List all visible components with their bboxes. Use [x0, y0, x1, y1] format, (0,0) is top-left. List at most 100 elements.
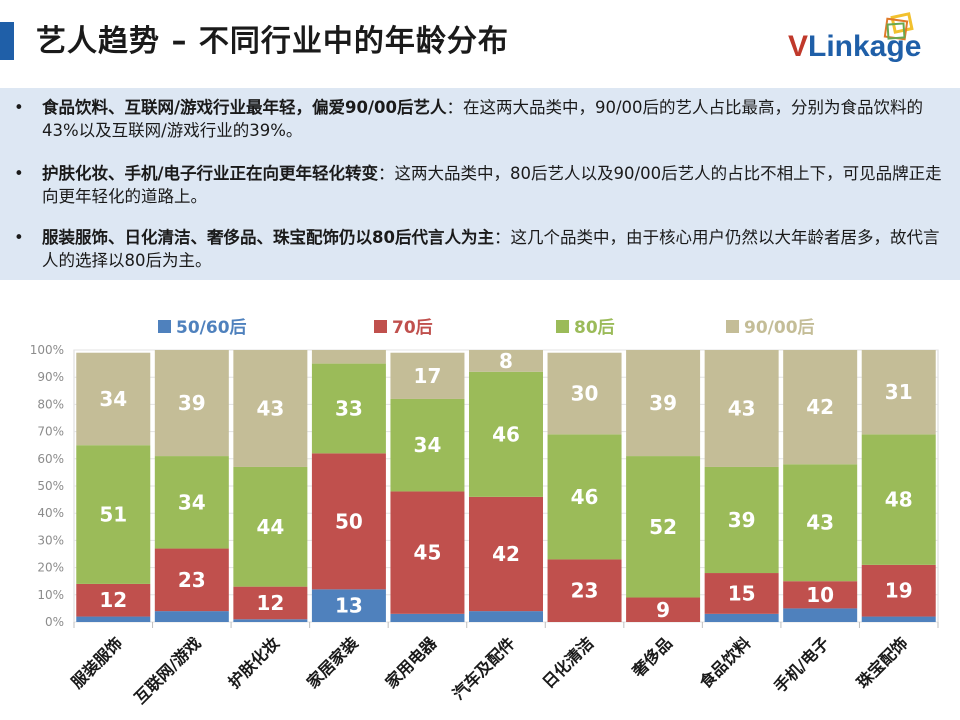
bar-segment	[154, 611, 229, 622]
y-tick-label: 20%	[37, 561, 64, 575]
data-label: 42	[492, 542, 520, 566]
bar-segment	[783, 350, 858, 465]
bar-segment	[469, 611, 543, 622]
data-label: 50	[335, 509, 363, 533]
bar-segment	[547, 559, 622, 622]
legend-label: 90/00后	[744, 318, 815, 338]
data-label: 44	[256, 515, 284, 539]
data-label: 39	[649, 391, 677, 415]
bar-segment	[154, 350, 229, 457]
bar-segment	[704, 350, 779, 467]
bar-segment	[311, 363, 386, 454]
bar-segment	[626, 597, 701, 622]
bullet-marker: •	[14, 164, 24, 183]
x-tick-label: 食品饮料	[695, 633, 754, 692]
bar-segment	[704, 466, 779, 574]
logo-text: VLinkage	[788, 30, 922, 63]
data-label: 34	[414, 433, 442, 457]
data-label: 17	[414, 364, 442, 388]
bullet-body: ：这几个品类中，由于核心用户仍然以大年龄者居多，故代言人的选择以80后为主。	[42, 228, 940, 270]
legend-swatch	[374, 320, 387, 333]
bar-segment	[390, 613, 465, 622]
data-label: 46	[571, 485, 599, 509]
bar-segment	[861, 434, 936, 565]
x-tick-label: 奢侈品	[628, 633, 676, 681]
data-label: 23	[178, 568, 206, 592]
data-label: 31	[885, 380, 913, 404]
x-tick-label: 互联网/游戏	[130, 633, 204, 707]
data-label: 12	[99, 588, 127, 612]
bar-segment	[76, 352, 151, 446]
bullet-body: ：在这两大品类中，90/00后的艺人占比最高，分别为食品饮料的43%以及互联网/…	[42, 98, 924, 140]
bar-segment	[233, 586, 308, 620]
bar-segment	[547, 434, 622, 560]
x-tick-label: 汽车及配件	[449, 633, 519, 703]
bar-segment	[547, 352, 622, 435]
x-tick-label: 护肤化妆	[224, 633, 283, 692]
x-tick-label: 家居家装	[303, 633, 362, 692]
y-tick-label: 50%	[37, 479, 64, 493]
bar-segment	[76, 616, 151, 622]
bar-segment	[626, 456, 701, 598]
title-accent-bar	[0, 22, 14, 60]
bar-segment	[783, 608, 858, 622]
x-tick-label: 珠宝配饰	[853, 633, 912, 692]
legend-label: 80后	[574, 318, 615, 338]
data-label: 43	[806, 511, 834, 535]
data-label: 8	[499, 349, 513, 373]
bar-segment	[76, 445, 151, 584]
bar-segment	[390, 491, 465, 614]
data-label: 19	[885, 579, 913, 603]
bar-segment	[469, 496, 543, 612]
data-label: 43	[256, 396, 284, 420]
bar-segment	[704, 613, 779, 622]
bar-segment	[154, 548, 229, 612]
data-label: 42	[806, 395, 834, 419]
y-tick-label: 100%	[30, 343, 64, 357]
bullet-heading: 食品饮料、互联网/游戏行业最年轻，偏爱90/00后艺人	[42, 98, 447, 117]
bullet-heading: 护肤化妆、手机/电子行业正在向更年轻化转变	[42, 164, 379, 183]
bullet-marker: •	[14, 228, 24, 247]
bar-segment	[233, 466, 308, 587]
bar-segment	[76, 583, 151, 617]
bar-segment	[311, 350, 386, 364]
data-label: 30	[571, 382, 599, 406]
legend-swatch	[158, 320, 171, 333]
data-label: 48	[885, 488, 913, 512]
data-label: 12	[256, 591, 284, 615]
title-bar: 艺人趋势 – 不同行业中的年龄分布 VLinkage	[0, 0, 960, 88]
bar-segment	[154, 456, 229, 549]
data-label: 15	[728, 581, 756, 605]
data-label: 52	[649, 515, 677, 539]
bullet-body: ：这两大品类中，80后艺人以及90/00后艺人的占比不相上下，可见品牌正走向更年…	[42, 164, 942, 206]
data-label: 34	[178, 490, 206, 514]
bar-segment	[861, 616, 936, 622]
y-tick-label: 40%	[37, 506, 64, 520]
logo-mark-icon	[883, 12, 914, 41]
bar-segment	[861, 564, 936, 617]
data-label: 34	[99, 387, 127, 411]
bar-segment	[390, 398, 465, 492]
data-label: 39	[728, 508, 756, 532]
data-label: 43	[728, 396, 756, 420]
bar-segment	[311, 589, 386, 622]
data-label: 13	[335, 594, 363, 618]
data-label: 9	[656, 598, 670, 622]
x-tick-label: 手机/电子	[770, 633, 833, 696]
y-tick-label: 90%	[37, 370, 64, 384]
bar-segment	[783, 581, 858, 609]
bar-segment	[390, 352, 465, 399]
data-label: 33	[335, 396, 363, 420]
bar-segment	[469, 350, 543, 372]
bar-segment	[704, 573, 779, 614]
y-tick-label: 60%	[37, 452, 64, 466]
page-title: 艺人趋势 – 不同行业中的年龄分布	[36, 24, 509, 59]
x-tick-label: 服装服饰	[67, 633, 126, 692]
y-tick-label: 0%	[45, 615, 64, 629]
data-label: 51	[99, 503, 127, 527]
bar-segment	[233, 619, 308, 622]
legend-swatch	[726, 320, 739, 333]
data-label: 45	[414, 541, 442, 565]
legend-swatch	[556, 320, 569, 333]
bullet-marker: •	[14, 98, 24, 117]
